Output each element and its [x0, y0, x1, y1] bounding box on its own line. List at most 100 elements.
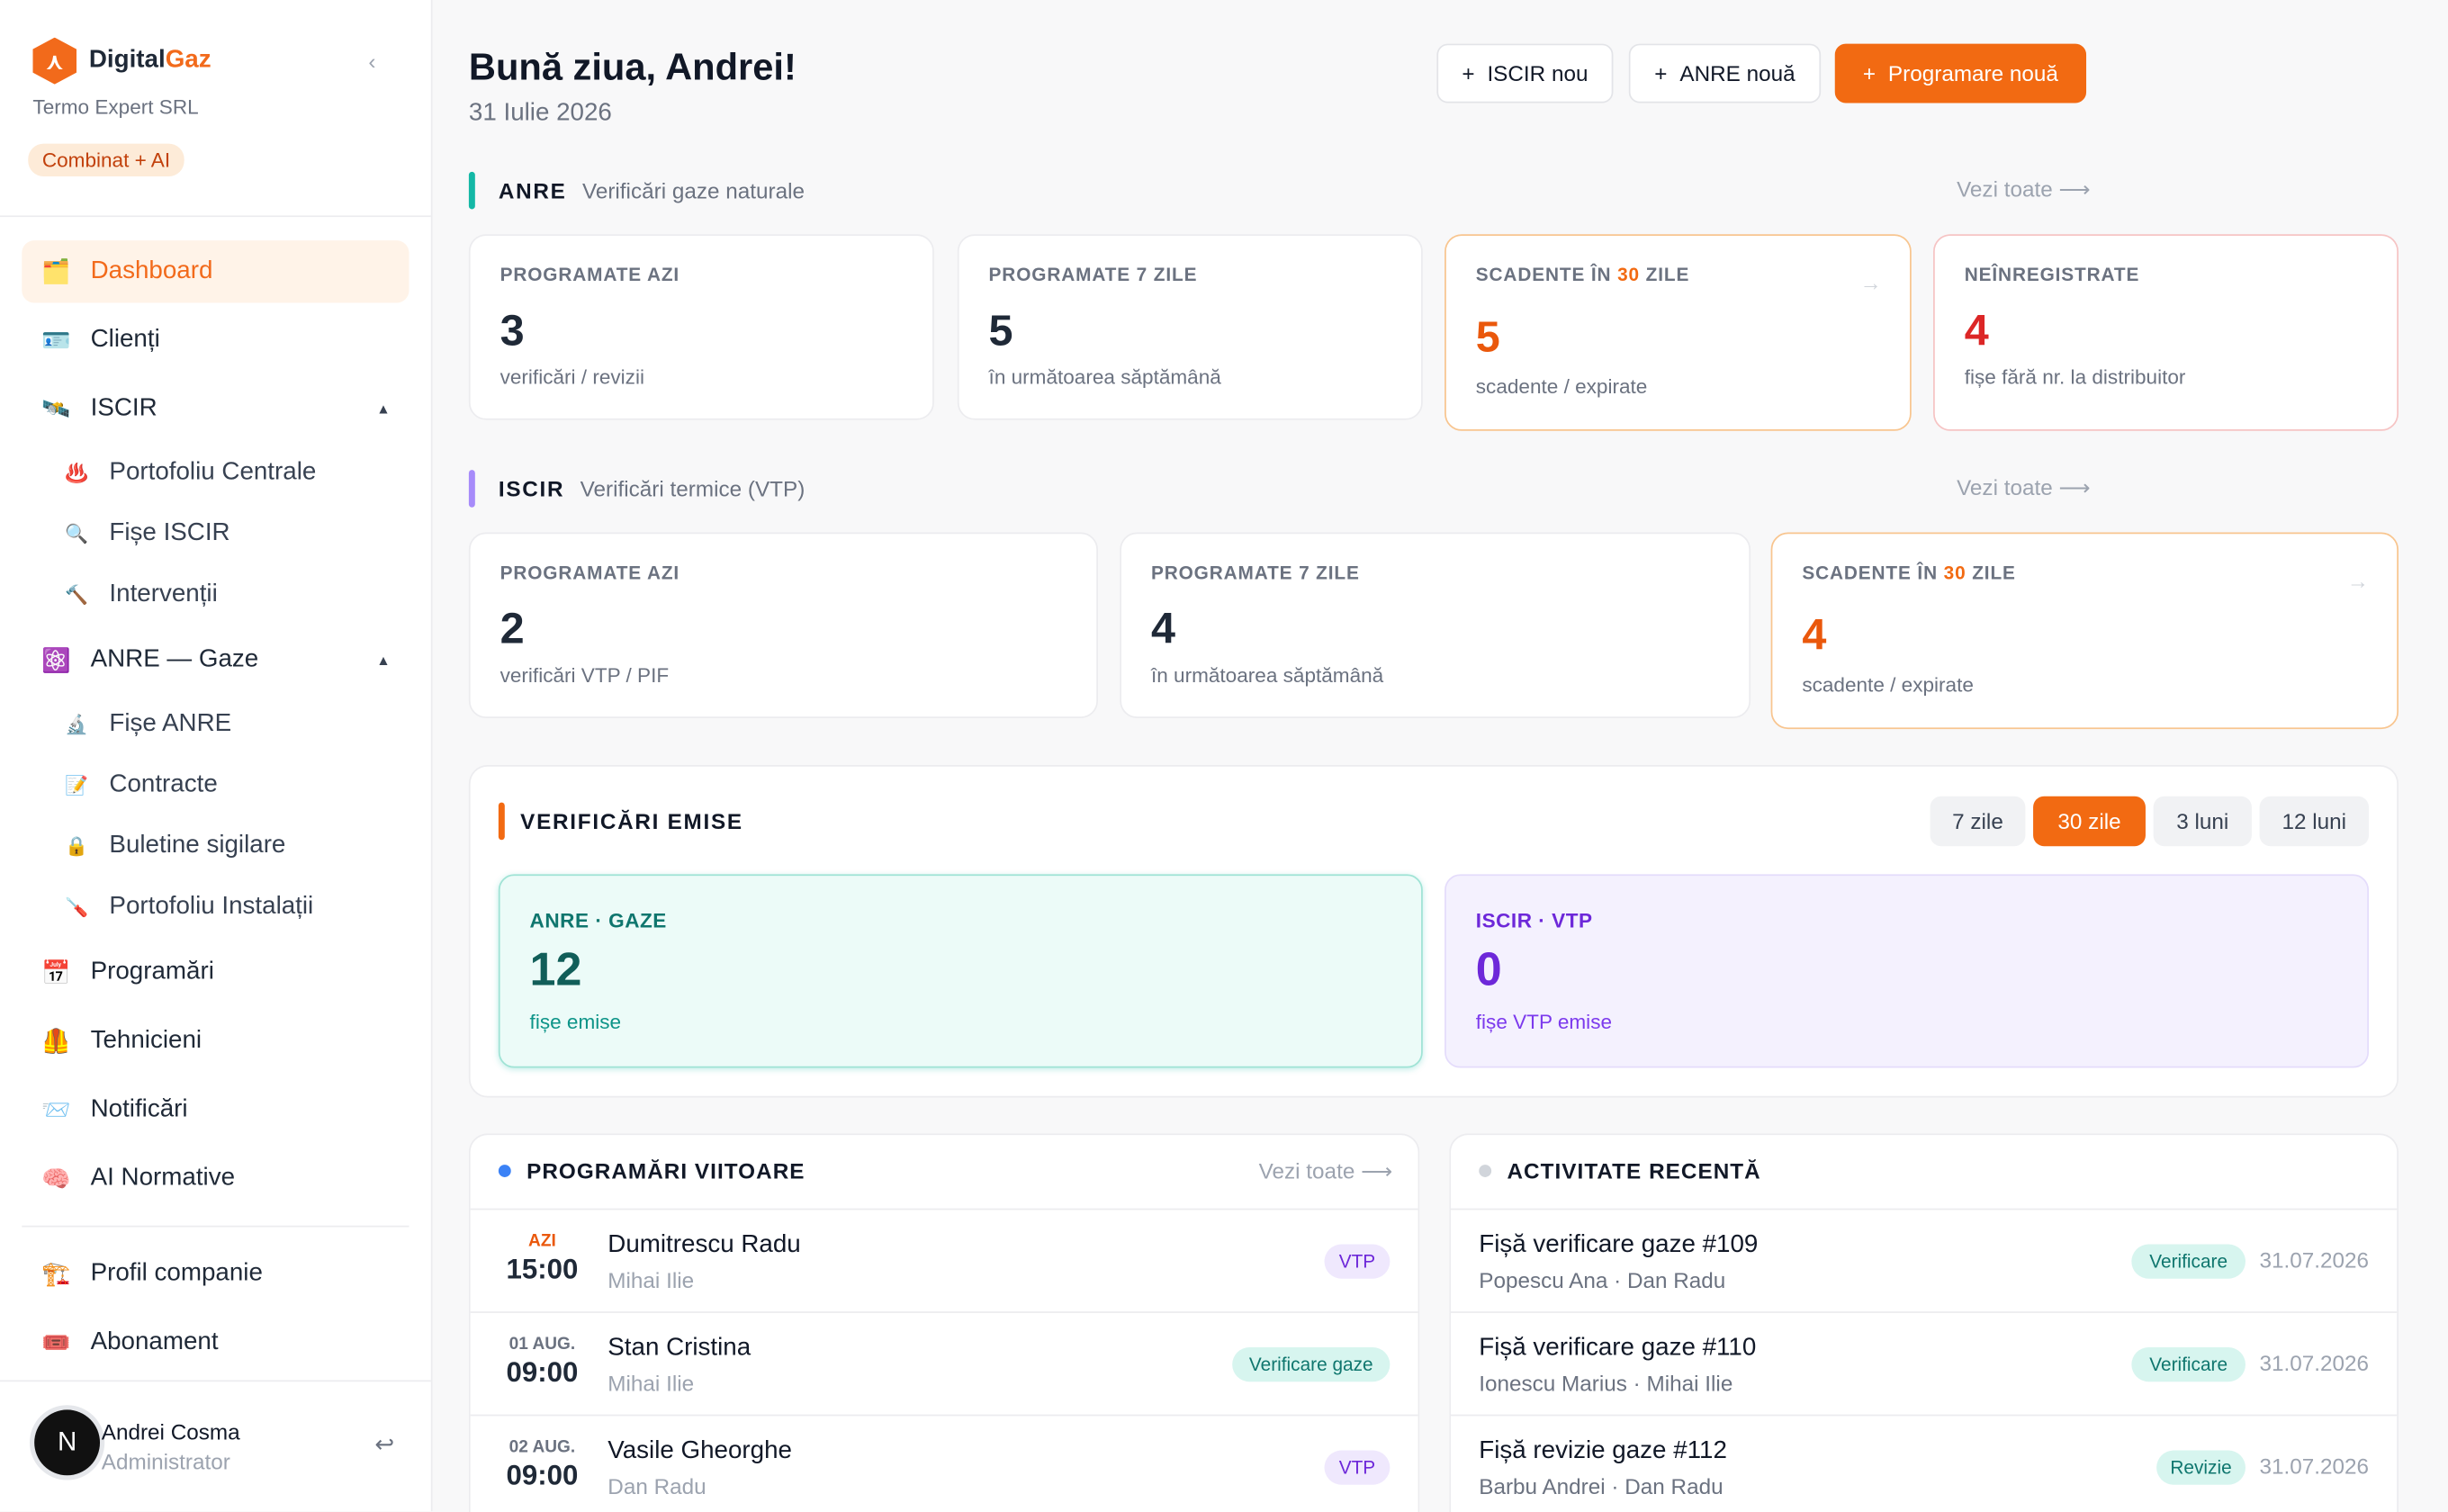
anre-card-neinregistrate[interactable]: NEÎNREGISTRATE 4 fișe fără nr. la distri… [1933, 234, 2398, 431]
card-value: 4 [1802, 610, 1827, 660]
appointment-time: 01 AUG. 09:00 [471, 1335, 615, 1390]
card-label-pre: SCADENTE ÎN [1475, 264, 1618, 286]
user-profile[interactable]: N Andrei Cosma Administrator [34, 1409, 240, 1476]
satellite-icon: 🛰️ [41, 396, 71, 424]
sidebar-subitem-contracte[interactable]: 📝 Contracte [62, 762, 406, 809]
hammer-icon: 🔨 [65, 583, 88, 607]
sidebar-divider [0, 215, 431, 218]
activity-meta: Ionescu Marius · Mihai Ilie [1479, 1371, 1733, 1396]
anre-card-programate-azi[interactable]: PROGRAMATE AZI 3 verificări / revizii [468, 234, 934, 420]
sidebar-item-iscir[interactable]: 🛰️ ISCIR ▲ [22, 378, 409, 440]
sidebar-item-tehnicieni[interactable]: 🦺 Tehnicieni [22, 1010, 409, 1072]
appointment-day: AZI [528, 1231, 556, 1251]
card-label: ISCIR · VTP [1475, 908, 1593, 932]
iscir-emise-card[interactable]: ISCIR · VTP 0 fișe VTP emise [1444, 874, 2370, 1068]
activity-title: Fișă verificare gaze #110 [1479, 1335, 1757, 1362]
card-value: 12 [529, 944, 582, 996]
link-label: Vezi toate [1957, 474, 2053, 500]
sidebar-subitem-portofoliu-instalatii[interactable]: 🪛 Portofoliu Instalații [62, 884, 406, 931]
building-icon: 🏗️ [41, 1261, 71, 1289]
helmet-icon: 🦺 [41, 1029, 71, 1056]
sidebar-subitem-portofoliu-centrale[interactable]: ♨️ Portofoliu Centrale [62, 450, 406, 497]
document-icon: 📝 [65, 774, 88, 796]
panel-header: ACTIVITATE RECENTĂ [1479, 1156, 1761, 1187]
range-12-luni-button[interactable]: 12 luni [2259, 796, 2370, 847]
list-item[interactable]: Fișă verificare gaze #109 Popescu Ana · … [1451, 1208, 2398, 1311]
caret-up-icon: ▲ [376, 400, 391, 418]
new-programare-button[interactable]: + Programare nouă [1834, 43, 2087, 104]
sidebar-item-label: ANRE — Gaze [90, 646, 259, 673]
table-row[interactable]: 02 AUG. 09:00 Vasile Gheorghe Dan Radu V… [470, 1414, 1418, 1512]
sidebar-subitem-buletine[interactable]: 🔒 Buletine sigilare [62, 823, 406, 869]
card-label: SCADENTE ÎN 30 ZILE [1476, 264, 1689, 285]
card-label: NEÎNREGISTRATE [1964, 264, 2140, 286]
sidebar-subitem-fise-iscir[interactable]: 🔍 Fișe ISCIR [62, 510, 406, 557]
anre-card-scadente[interactable]: SCADENTE ÎN 30 ZILE 5 scadente / expirat… [1444, 234, 1912, 431]
chevron-left-icon[interactable]: ‹ [368, 48, 376, 74]
page-title: Bună ziua, Andrei! [468, 47, 796, 89]
client-name: Vasile Gheorghe [608, 1437, 792, 1465]
card-subtitle: fișe emise [529, 1010, 622, 1034]
iscir-card-programate-7-zile[interactable]: PROGRAMATE 7 ZILE 4 în următoarea săptăm… [1120, 532, 1751, 718]
lock-icon: 🔒 [65, 835, 88, 858]
sidebar-subitem-fise-anre[interactable]: 🔬 Fișe ANRE [62, 701, 406, 748]
new-iscir-button[interactable]: + ISCIR nou [1436, 43, 1614, 104]
iscir-section-header: ISCIR Verificări termice (VTP) [468, 470, 806, 508]
range-30-zile-button[interactable]: 30 zile [2033, 796, 2146, 847]
anre-see-all-link[interactable]: Vezi toate ⟶ [1957, 176, 2090, 202]
sidebar-item-profil-companie[interactable]: 🏗️ Profil companie [22, 1243, 409, 1305]
section-title: ISCIR [498, 476, 565, 501]
technician-name: Mihai Ilie [608, 1267, 695, 1293]
plus-icon: + [1862, 60, 1876, 86]
card-label: PROGRAMATE 7 ZILE [988, 264, 1198, 286]
table-row[interactable]: AZI 15:00 Dumitrescu Radu Mihai Ilie VTP [470, 1208, 1418, 1311]
sidebar-item-dashboard[interactable]: 🗂️ Dashboard [22, 240, 410, 303]
table-row[interactable]: 01 AUG. 09:00 Stan Cristina Mihai Ilie V… [470, 1311, 1418, 1414]
panel-header: PROGRAMĂRI VIITOARE [498, 1156, 806, 1187]
brand[interactable]: ⋏ DigitalGaz [32, 37, 212, 85]
anre-card-programate-7-zile[interactable]: PROGRAMATE 7 ZILE 5 în următoarea săptăm… [957, 234, 1423, 420]
sidebar-item-abonament[interactable]: 🎟️ Abonament [22, 1311, 409, 1373]
sidebar-item-ai-normative[interactable]: 🧠 AI Normative [22, 1148, 409, 1210]
avatar: N [34, 1409, 101, 1476]
list-item[interactable]: Fișă verificare gaze #110 Ionescu Marius… [1451, 1311, 2398, 1414]
appointment-day: 01 AUG. [508, 1335, 576, 1354]
sidebar-subitem-interventii[interactable]: 🔨 Intervenții [62, 572, 406, 618]
section-accent-bar [498, 802, 505, 841]
appointment-hour: 15:00 [506, 1253, 579, 1285]
type-badge: Verificare gaze [1232, 1347, 1390, 1382]
appointment-time: AZI 15:00 [471, 1232, 615, 1287]
type-badge: VTP [1324, 1244, 1390, 1279]
card-subtitle: scadente / expirate [1802, 672, 1974, 697]
verificari-emise-panel: VERIFICĂRI EMISE 7 zile 30 zile 3 luni 1… [468, 765, 2398, 1098]
sidebar-item-programari[interactable]: 📅 Programări [22, 941, 409, 1004]
arrow-right-icon: ⟶ [1361, 1158, 1392, 1184]
card-label-highlight: 30 [1617, 264, 1641, 286]
activity-meta: Barbu Andrei · Dan Radu [1479, 1473, 1724, 1499]
anre-emise-card[interactable]: ANRE · GAZE 12 fișe emise [498, 874, 1423, 1068]
new-anre-button[interactable]: + ANRE nouă [1628, 43, 1822, 104]
plan-badge: Combinat + AI [28, 143, 184, 177]
iscir-card-scadente[interactable]: SCADENTE ÎN 30 ZILE 4 scadente / expirat… [1770, 532, 2398, 730]
panel-title: ACTIVITATE RECENTĂ [1507, 1158, 1761, 1184]
list-item[interactable]: Fișă revizie gaze #112 Barbu Andrei · Da… [1451, 1414, 2398, 1512]
card-label: SCADENTE ÎN 30 ZILE [1802, 562, 2015, 583]
client-name: Stan Cristina [608, 1335, 752, 1362]
iscir-see-all-link[interactable]: Vezi toate ⟶ [1957, 474, 2090, 500]
appointment-time: 02 AUG. 09:00 [471, 1438, 615, 1493]
programari-see-all-link[interactable]: Vezi toate ⟶ [1259, 1158, 1392, 1184]
current-date: 31 Iulie 2026 [468, 100, 612, 127]
sidebar-item-anre[interactable]: ⚛️ ANRE — Gaze ▲ [22, 629, 409, 691]
sidebar-item-clienti[interactable]: 🪪 Clienți [22, 309, 409, 371]
range-3-luni-button[interactable]: 3 luni [2153, 796, 2252, 847]
activity-title: Fișă verificare gaze #109 [1479, 1231, 1759, 1259]
appointment-day: 02 AUG. [508, 1437, 576, 1457]
sidebar-item-notificari[interactable]: 📨 Notificări [22, 1079, 409, 1141]
section-subtitle: Verificări termice (VTP) [580, 476, 806, 501]
sidebar-item-label: Abonament [90, 1328, 219, 1355]
activity-title: Fișă revizie gaze #112 [1479, 1437, 1727, 1465]
logout-icon[interactable]: ↩ [374, 1431, 395, 1459]
activity-date: 31.07.2026 [2259, 1247, 2370, 1273]
range-7-zile-button[interactable]: 7 zile [1930, 796, 2026, 847]
iscir-card-programate-azi[interactable]: PROGRAMATE AZI 2 verificări VTP / PIF [468, 532, 1098, 718]
